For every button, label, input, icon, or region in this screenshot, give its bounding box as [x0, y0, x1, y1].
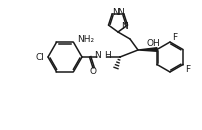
- Text: N: N: [117, 8, 124, 17]
- Text: OH: OH: [146, 40, 160, 48]
- Text: Cl: Cl: [35, 53, 44, 61]
- Text: F: F: [184, 65, 189, 74]
- Text: H: H: [103, 51, 110, 60]
- Polygon shape: [137, 48, 156, 51]
- Text: O: O: [89, 67, 96, 76]
- Text: F: F: [171, 32, 176, 41]
- Text: N: N: [94, 51, 101, 60]
- Text: N: N: [121, 22, 127, 31]
- Text: N: N: [111, 8, 118, 17]
- Text: NH₂: NH₂: [77, 35, 94, 44]
